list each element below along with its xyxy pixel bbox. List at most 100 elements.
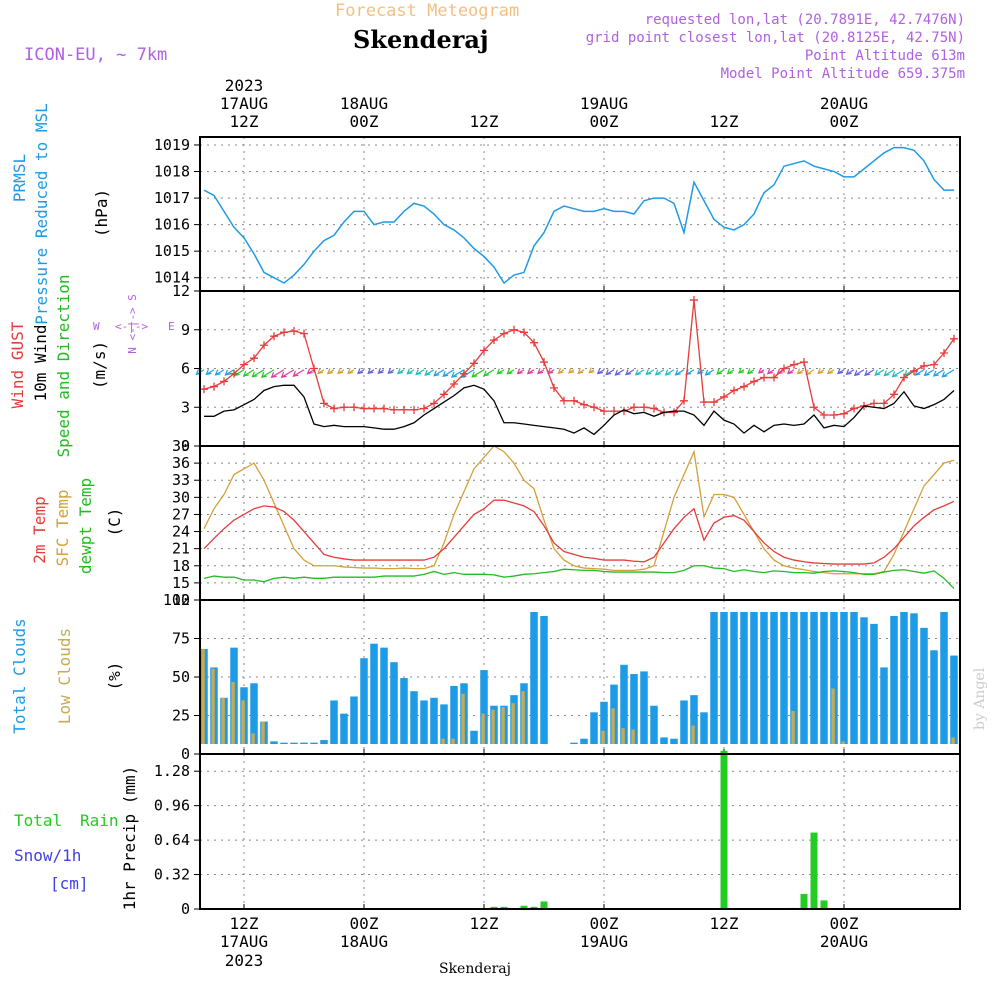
gust-marker bbox=[470, 359, 478, 368]
bottom-time-label-0: 12Z bbox=[230, 914, 259, 933]
gust-marker bbox=[650, 404, 658, 413]
total-cloud-bar bbox=[340, 713, 348, 744]
total-cloud-bar bbox=[420, 700, 428, 744]
y-tick-label-4-2: 0.64 bbox=[154, 831, 190, 849]
wind-arrow-head bbox=[614, 369, 621, 376]
dew-label: dewpt Temp bbox=[76, 478, 95, 574]
gust-marker bbox=[220, 377, 228, 386]
wind-arrow bbox=[924, 369, 935, 376]
gust-marker bbox=[790, 360, 798, 369]
low-cloud-bar bbox=[241, 700, 245, 744]
gust-marker bbox=[290, 327, 298, 336]
wind-arrow-head bbox=[605, 369, 612, 376]
y-tick-label-3-2: 50 bbox=[172, 668, 190, 686]
rain-bar bbox=[530, 906, 538, 909]
low-cloud-bar bbox=[611, 708, 615, 744]
total-cloud-bar bbox=[310, 742, 318, 744]
y-tick-label-0-4: 1018 bbox=[154, 163, 190, 181]
gust-marker bbox=[610, 407, 618, 416]
total-cloud-bar bbox=[580, 738, 588, 744]
y-tick-label-2-7: 33 bbox=[172, 471, 190, 489]
gust-marker bbox=[840, 409, 848, 418]
total-cloud-bar bbox=[650, 705, 658, 744]
gust-marker bbox=[410, 405, 418, 414]
total-cloud-bar bbox=[920, 627, 928, 744]
wind-arrow bbox=[892, 369, 905, 378]
total-cloud-bar bbox=[480, 670, 488, 744]
low-cloud-bar bbox=[491, 709, 495, 744]
gust-marker bbox=[560, 396, 568, 405]
bottom-date-label-0: 17AUG bbox=[220, 932, 268, 951]
forecast-title: Forecast Meteogram bbox=[335, 1, 519, 21]
panel-4: 0 0.32 0.64 0.96 1.28 bbox=[154, 754, 960, 918]
gust-marker bbox=[530, 338, 538, 347]
wind-arrow-head bbox=[577, 368, 584, 375]
low-cloud-bar bbox=[201, 648, 205, 744]
total-cloud-bar bbox=[760, 612, 768, 744]
top-time-label-0: 12Z bbox=[230, 112, 259, 131]
wind-arrow-head bbox=[433, 370, 440, 377]
y-tick-label-2-3: 21 bbox=[172, 540, 190, 558]
total-cloud-bar bbox=[630, 674, 638, 744]
compass-w: W bbox=[93, 320, 100, 333]
panel-border-2 bbox=[199, 445, 961, 601]
gust-marker bbox=[350, 403, 358, 412]
wind-arrow-head bbox=[337, 368, 344, 375]
gust-marker bbox=[360, 404, 368, 413]
total-cloud-bar bbox=[870, 623, 878, 744]
wind-arrow-head bbox=[557, 367, 564, 374]
bottom-time-label-1: 00Z bbox=[350, 914, 379, 933]
wind-arrow-head bbox=[317, 368, 324, 375]
gust-marker bbox=[480, 346, 488, 355]
wind-arrow-head bbox=[704, 369, 711, 376]
wind-arrow-head bbox=[260, 371, 267, 378]
gust-marker bbox=[270, 332, 278, 341]
total-cloud-bar bbox=[880, 667, 888, 744]
y-tick-label-1-4: 12 bbox=[172, 282, 190, 300]
wind-arrow-head bbox=[292, 370, 299, 377]
y-tick-label-0-1: 1015 bbox=[154, 242, 190, 260]
gust-marker bbox=[690, 296, 698, 305]
y-tick-label-2-1: 15 bbox=[172, 574, 190, 592]
total-cloud-bar bbox=[810, 612, 818, 744]
temp-unit: (C) bbox=[105, 508, 124, 537]
gust-marker bbox=[850, 404, 858, 413]
wind-arrow-head bbox=[526, 368, 533, 375]
rain-bar bbox=[800, 893, 808, 909]
y-tick-label-3-4: 100 bbox=[163, 591, 190, 609]
low-cloud-bar bbox=[451, 738, 455, 744]
y-tick-label-0-5: 1019 bbox=[154, 136, 190, 154]
total-cloud-bar bbox=[950, 655, 958, 744]
top-time-label-4: 12Z bbox=[710, 112, 739, 131]
low-cloud-bar bbox=[791, 711, 795, 744]
top-date-label-5: 20AUG bbox=[820, 94, 868, 113]
total-cloud-bar bbox=[820, 612, 828, 744]
wind-arrow bbox=[433, 369, 445, 377]
y-tick-label-4-0: 0 bbox=[181, 900, 190, 918]
location-title: Skenderaj bbox=[353, 25, 489, 54]
wind-arrow-head bbox=[674, 369, 681, 376]
low-clouds-label: Low Clouds bbox=[55, 628, 74, 724]
y-tick-label-1-3: 9 bbox=[181, 321, 190, 339]
wind-arrow-head bbox=[864, 369, 871, 376]
wind-arrow-head bbox=[415, 369, 422, 376]
total-cloud-bar bbox=[660, 737, 668, 744]
wind-arrow-head bbox=[537, 368, 544, 375]
wind-arrow-head bbox=[874, 369, 881, 376]
bottom-time-label-4: 12Z bbox=[710, 914, 739, 933]
total-cloud-bar bbox=[370, 643, 378, 744]
total-cloud-bar bbox=[430, 697, 438, 744]
gust-marker bbox=[390, 405, 398, 414]
gust-marker bbox=[920, 361, 928, 370]
wind-arrow-head bbox=[326, 368, 333, 375]
wind-gust-line bbox=[203, 299, 955, 416]
gust-marker bbox=[700, 398, 708, 407]
gust-marker bbox=[670, 408, 678, 417]
wind-arrow-head bbox=[214, 369, 221, 376]
total-cloud-bar bbox=[290, 742, 298, 744]
total-cloud-bar bbox=[320, 740, 328, 744]
total-cloud-bar bbox=[800, 612, 808, 744]
total-cloud-bar bbox=[860, 617, 868, 744]
wind-dir-label: Speed and Direction bbox=[54, 274, 73, 457]
